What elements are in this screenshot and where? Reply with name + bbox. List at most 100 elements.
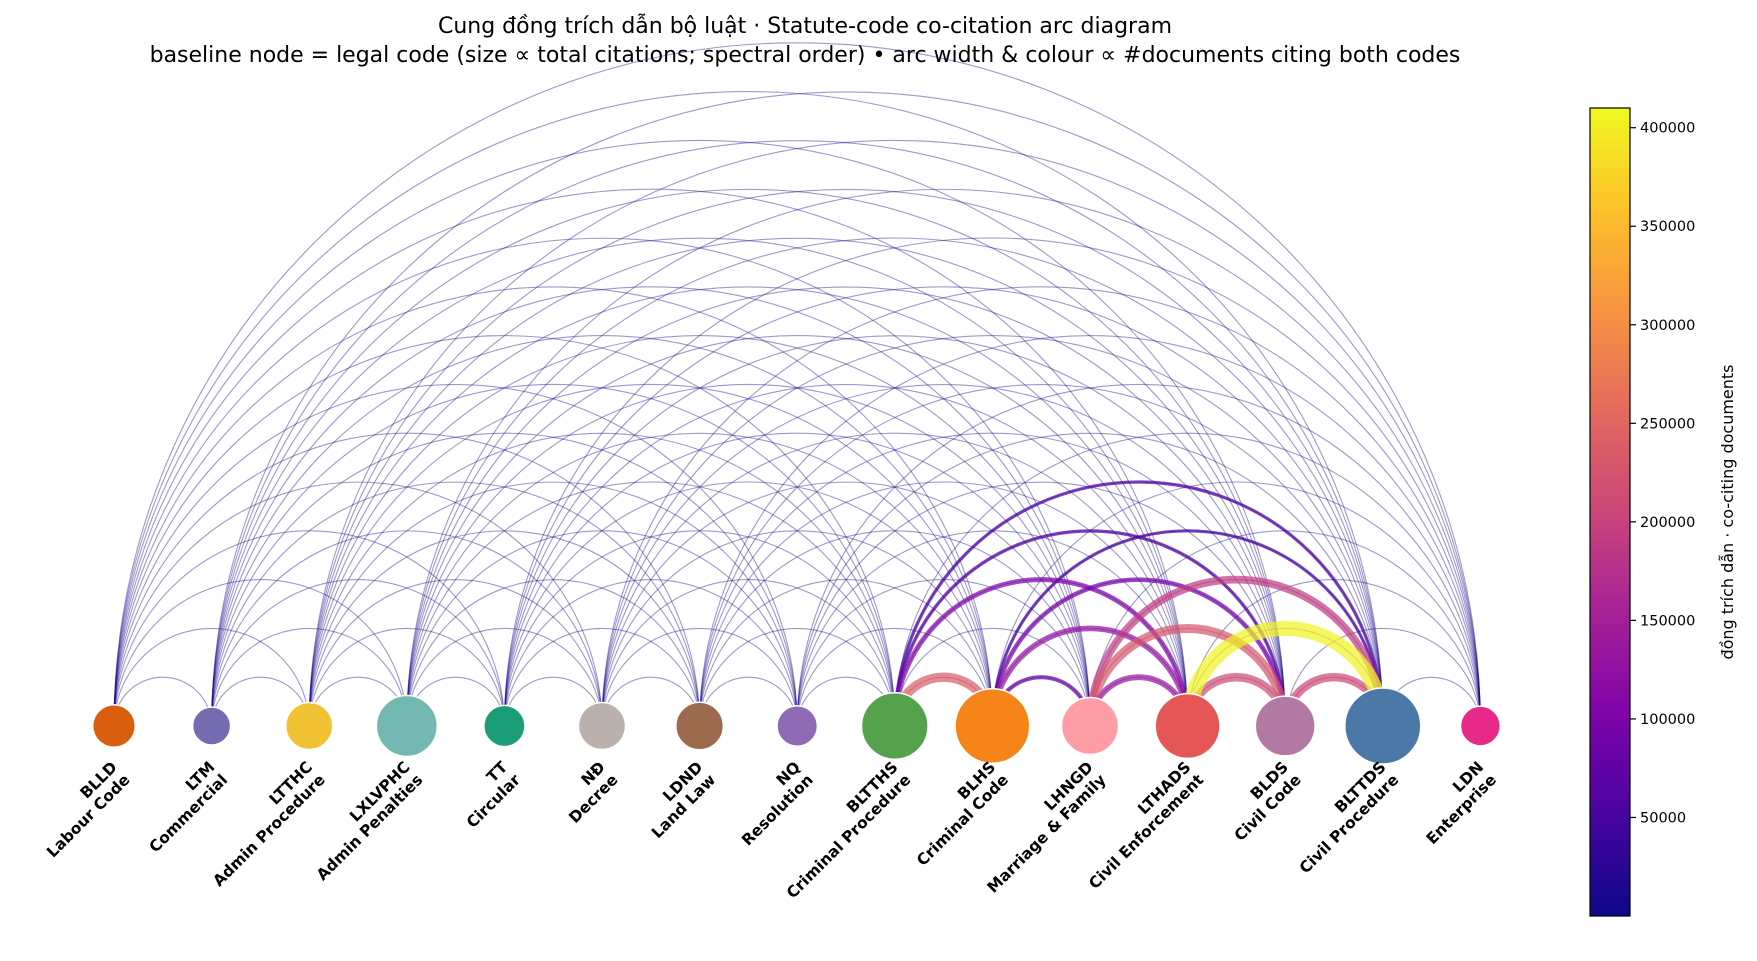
arc-BLLD-LTHADS [113, 188, 1189, 727]
weighted-arc-BLHS-LTHADS [989, 625, 1191, 727]
arc-LXLVPHC-BLTTHS [406, 481, 896, 727]
arc-LTM-LDN [211, 91, 1481, 727]
weighted-arc-BLTTHS-BLTTDS [893, 480, 1385, 727]
node-TT [483, 704, 526, 748]
colorbar-tick-label: 400000 [1640, 121, 1695, 137]
node-LDND [675, 701, 725, 751]
arc-BLLD-LHNGD [113, 237, 1091, 727]
arc-TT-BLTTHS [503, 530, 896, 727]
arc-LTM-BLDS [211, 188, 1286, 727]
colorbar-label: đồng trích dẫn · co-citing documents [1718, 364, 1737, 659]
arc-TT-BLTTDS [503, 286, 1384, 727]
colorbar-tick-label: 150000 [1640, 613, 1695, 629]
arc-BLLD-BLDS [113, 139, 1286, 727]
arc-LTTHC-LHNGD [308, 335, 1091, 727]
colorbar-tick-label: 250000 [1640, 416, 1695, 432]
arc-BLLD-BLTTHS [113, 335, 896, 727]
arc-LXLVPHC-LHNGD [406, 383, 1091, 727]
node-BLTTDS [1344, 687, 1422, 765]
arc-LTTHC-LTHADS [308, 286, 1189, 727]
arc-LTTHC-NQ [308, 481, 798, 727]
arc-LTTHC-LDND [308, 530, 701, 727]
arc-LXLVPHC-NQ [406, 530, 798, 727]
node-name-label: Admin Penalties [313, 771, 426, 884]
node-BLLD [91, 703, 137, 749]
arc-LTM-LHNGD [211, 286, 1091, 727]
weighted-arc-BLTTDS-LHNGD [1086, 575, 1387, 727]
arc-LDND-LTHADS [699, 481, 1189, 727]
arc-BLLD-LXLVPHC [113, 579, 408, 727]
arc-LTTHC-BLTTHS [308, 432, 896, 727]
arc-NĐ-BLHS [601, 530, 993, 727]
arc-BLTTHS-LHNGD [894, 627, 1091, 727]
arc-BLLD-BLHS [113, 286, 993, 727]
arc-NĐ-BLDS [601, 383, 1286, 727]
arc-NQ-BLDS [796, 481, 1286, 727]
arc-LDND-BLDS [699, 432, 1286, 727]
arc-LTM-LDND [211, 481, 701, 727]
arc-BLLD-NQ [113, 383, 798, 727]
arc-BLHS-LDN [991, 481, 1481, 727]
arc-LDND-LDN [699, 335, 1481, 727]
arc-TT-LDND [503, 627, 701, 727]
arc-TT-NQ [503, 579, 798, 727]
node-LHNGD [1060, 696, 1120, 756]
arc-LTM-NQ [211, 432, 798, 727]
colorbar-frame [1589, 107, 1631, 917]
arc-LTM-NĐ [211, 530, 603, 727]
weighted-arc-BLHS-BLTTDS [990, 529, 1385, 727]
arc-BLLD-BLTTDS [113, 91, 1384, 727]
weighted-arc-BLTTDS-LTHADS [1180, 620, 1391, 727]
arc-LTM-LTHADS [211, 237, 1189, 727]
node-LTM [191, 706, 232, 746]
colorbar-tick-label: 100000 [1640, 712, 1695, 728]
nodes [91, 687, 1502, 765]
arc-LTM-BLHS [211, 335, 993, 727]
arc-LTTHC-TT [308, 627, 505, 727]
weighted-arcs [890, 480, 1391, 727]
arc-NQ-LDN [796, 383, 1481, 727]
arc-BLLD-LDND [113, 432, 701, 727]
arc-NĐ-BLTTHS [601, 579, 896, 727]
arc-LTTHC-NĐ [308, 579, 603, 727]
node-NĐ [577, 701, 627, 751]
title-line-1: Cung đồng trích dẫn bộ luật · Statute-co… [437, 14, 1173, 39]
arc-NQ-LHNGD [796, 579, 1091, 727]
arc-LTTHC-BLDS [308, 237, 1286, 727]
arc-BLLD-TT [113, 530, 505, 727]
arc-NĐ-LHNGD [601, 481, 1091, 727]
arc-NĐ-BLTTDS [601, 335, 1384, 727]
arc-LTM-BLTTHS [211, 383, 896, 727]
node-LTTHC [284, 701, 334, 751]
arc-LXLVPHC-BLHS [406, 432, 993, 727]
arc-LTM-BLTTDS [211, 139, 1384, 727]
colorbar: 50000 100000 150000 200000 250000 300000 35000… [1589, 107, 1737, 917]
node-name-label: Admin Procedure [210, 771, 329, 890]
weighted-arc-BLHS-BLDS [990, 577, 1288, 727]
node-LXLVPHC [375, 694, 439, 758]
arc-TT-LHNGD [503, 432, 1091, 727]
arc-LTTHC-BLTTDS [308, 188, 1384, 727]
arc-LXLVPHC-NĐ [406, 627, 603, 727]
colorbar-tick-label: 50000 [1640, 810, 1686, 826]
arc-BLTTHS-BLTTDS [894, 481, 1384, 727]
node-BLDS [1254, 695, 1316, 757]
arc-NQ-BLTTDS [796, 432, 1384, 727]
arc-BLLD-LTTHC [113, 627, 310, 727]
arc-TT-BLDS [503, 335, 1286, 727]
arc-LTM-LXLVPHC [211, 627, 408, 727]
arc-LTTHC-BLHS [308, 383, 993, 727]
arc-LTM-TT [211, 579, 505, 727]
node-BLHS [954, 687, 1031, 765]
weighted-arc-BLDS-LHNGD [1085, 623, 1290, 727]
arc-NĐ-LTHADS [601, 432, 1189, 727]
